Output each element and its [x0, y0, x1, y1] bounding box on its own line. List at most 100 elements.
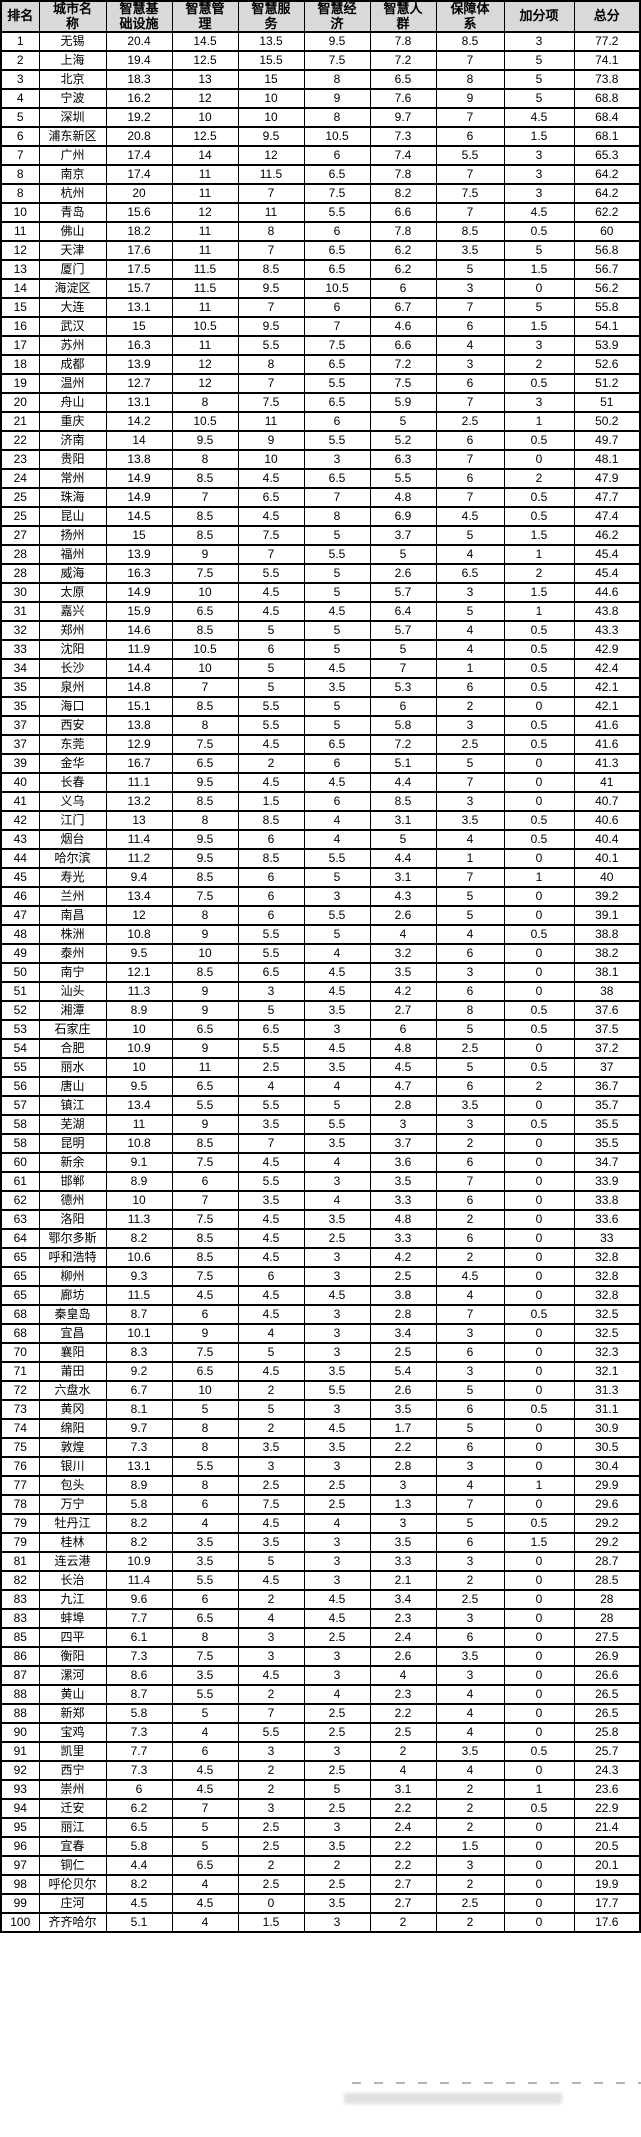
table-row: 65 呼和浩特 10.6 8.5 4.5 3 4.2 2 0 32.8 [0, 1247, 641, 1269]
cell-people: 6.4 [369, 601, 437, 623]
cell-city: 昆山 [38, 506, 107, 528]
cell-bonus: 0 [503, 1456, 575, 1478]
cell-total: 35.5 [573, 1133, 641, 1155]
table-row: 37 西安 13.8 8 5.5 5 5.8 3 0.5 41.6 [0, 715, 641, 737]
cell-people: 5.9 [369, 392, 437, 414]
cell-infrastructure: 4.5 [105, 1893, 173, 1915]
cell-infrastructure: 19.4 [105, 50, 173, 72]
cell-bonus: 0.5 [503, 373, 575, 395]
cell-economy: 3 [303, 1171, 371, 1193]
cell-guarantee: 5 [435, 1019, 505, 1041]
cell-infrastructure: 20.4 [105, 31, 173, 53]
cell-bonus: 0.5 [503, 1057, 575, 1079]
cell-rank: 88 [0, 1703, 40, 1725]
cell-rank: 39 [0, 753, 40, 775]
cell-bonus: 5 [503, 297, 575, 319]
cell-total: 33.6 [573, 1209, 641, 1231]
cell-economy: 5 [303, 1779, 371, 1801]
cell-people: 3.3 [369, 1228, 437, 1250]
table-row: 85 四平 6.1 8 3 2.5 2.4 6 0 27.5 [0, 1627, 641, 1649]
watermark [352, 2075, 641, 2092]
cell-management: 7.5 [171, 734, 239, 756]
cell-management: 8 [171, 810, 239, 832]
cell-total: 38 [573, 981, 641, 1003]
cell-infrastructure: 11.3 [105, 1209, 173, 1231]
cell-people: 2.2 [369, 1703, 437, 1725]
cell-infrastructure: 9.5 [105, 1076, 173, 1098]
cell-management: 9.5 [171, 430, 239, 452]
cell-economy: 4.5 [303, 981, 371, 1003]
cell-city: 苏州 [38, 335, 107, 357]
cell-economy: 3.5 [303, 677, 371, 699]
cell-city: 呼伦贝尔 [38, 1874, 107, 1896]
cell-service: 5.5 [237, 1038, 305, 1060]
cell-city: 武汉 [38, 316, 107, 338]
cell-city: 泉州 [38, 677, 107, 699]
cell-people: 7 [369, 658, 437, 680]
cell-total: 39.2 [573, 886, 641, 908]
cell-people: 4.2 [369, 1247, 437, 1269]
cell-service: 4.5 [237, 1304, 305, 1326]
cell-economy: 5 [303, 525, 371, 547]
cell-total: 17.7 [573, 1893, 641, 1915]
cell-service: 11 [237, 411, 305, 433]
cell-city: 泰州 [38, 943, 107, 965]
cell-city: 南昌 [38, 905, 107, 927]
cell-people: 4.4 [369, 848, 437, 870]
cell-service: 11 [237, 202, 305, 224]
cell-bonus: 0.5 [503, 1741, 575, 1763]
table-row: 56 唐山 9.5 6.5 4 4 4.7 6 2 36.7 [0, 1076, 641, 1098]
cell-economy: 8 [303, 107, 371, 129]
cell-economy: 5.5 [303, 905, 371, 927]
cell-people: 3.7 [369, 525, 437, 547]
cell-people: 3.1 [369, 1779, 437, 1801]
cell-city: 呼和浩特 [38, 1247, 107, 1269]
cell-city: 黄山 [38, 1684, 107, 1706]
cell-infrastructure: 11 [105, 1114, 173, 1136]
cell-bonus: 0 [503, 696, 575, 718]
cell-infrastructure: 12.9 [105, 734, 173, 756]
cell-rank: 98 [0, 1874, 40, 1896]
cell-bonus: 5 [503, 50, 575, 72]
cell-economy: 5.5 [303, 430, 371, 452]
cell-management: 8.5 [171, 791, 239, 813]
cell-guarantee: 6 [435, 1399, 505, 1421]
cell-bonus: 0 [503, 1171, 575, 1193]
cell-economy: 4 [303, 810, 371, 832]
cell-rank: 42 [0, 810, 40, 832]
cell-people: 3.4 [369, 1323, 437, 1345]
cell-infrastructure: 14.9 [105, 582, 173, 604]
cell-bonus: 0.5 [503, 924, 575, 946]
cell-total: 51.2 [573, 373, 641, 395]
table-body: 1 无锡 20.4 14.5 13.5 9.5 7.8 8.5 3 77.2 2 上海 19.4 12.5… [0, 31, 641, 1934]
cell-service: 2 [237, 1589, 305, 1611]
cell-rank: 8 [0, 164, 40, 186]
cell-management: 8.5 [171, 1228, 239, 1250]
cell-service: 5.5 [237, 1171, 305, 1193]
cell-infrastructure: 17.5 [105, 259, 173, 281]
cell-service: 9.5 [237, 126, 305, 148]
cell-people: 6 [369, 696, 437, 718]
cell-people: 1.3 [369, 1494, 437, 1516]
cell-management: 11 [171, 221, 239, 243]
cell-infrastructure: 13.9 [105, 354, 173, 376]
cell-total: 47.4 [573, 506, 641, 528]
table-row: 12 天津 17.6 11 7 6.5 6.2 3.5 5 56.8 [0, 240, 641, 262]
cell-management: 11 [171, 297, 239, 319]
cell-total: 45.4 [573, 544, 641, 566]
cell-guarantee: 7 [435, 297, 505, 319]
cell-economy: 7.5 [303, 183, 371, 205]
cell-rank: 23 [0, 449, 40, 471]
cell-management: 3.5 [171, 1532, 239, 1554]
cell-management: 10 [171, 107, 239, 129]
cell-people: 8.2 [369, 183, 437, 205]
cell-guarantee: 5 [435, 601, 505, 623]
cell-bonus: 1.5 [503, 582, 575, 604]
cell-bonus: 0 [503, 1133, 575, 1155]
cell-economy: 4.5 [303, 601, 371, 623]
table-row: 25 昆山 14.5 8.5 4.5 8 6.9 4.5 0.5 47.4 [0, 506, 641, 528]
cell-rank: 83 [0, 1608, 40, 1630]
cell-rank: 90 [0, 1722, 40, 1744]
cell-city: 新余 [38, 1152, 107, 1174]
cell-management: 7.5 [171, 1342, 239, 1364]
